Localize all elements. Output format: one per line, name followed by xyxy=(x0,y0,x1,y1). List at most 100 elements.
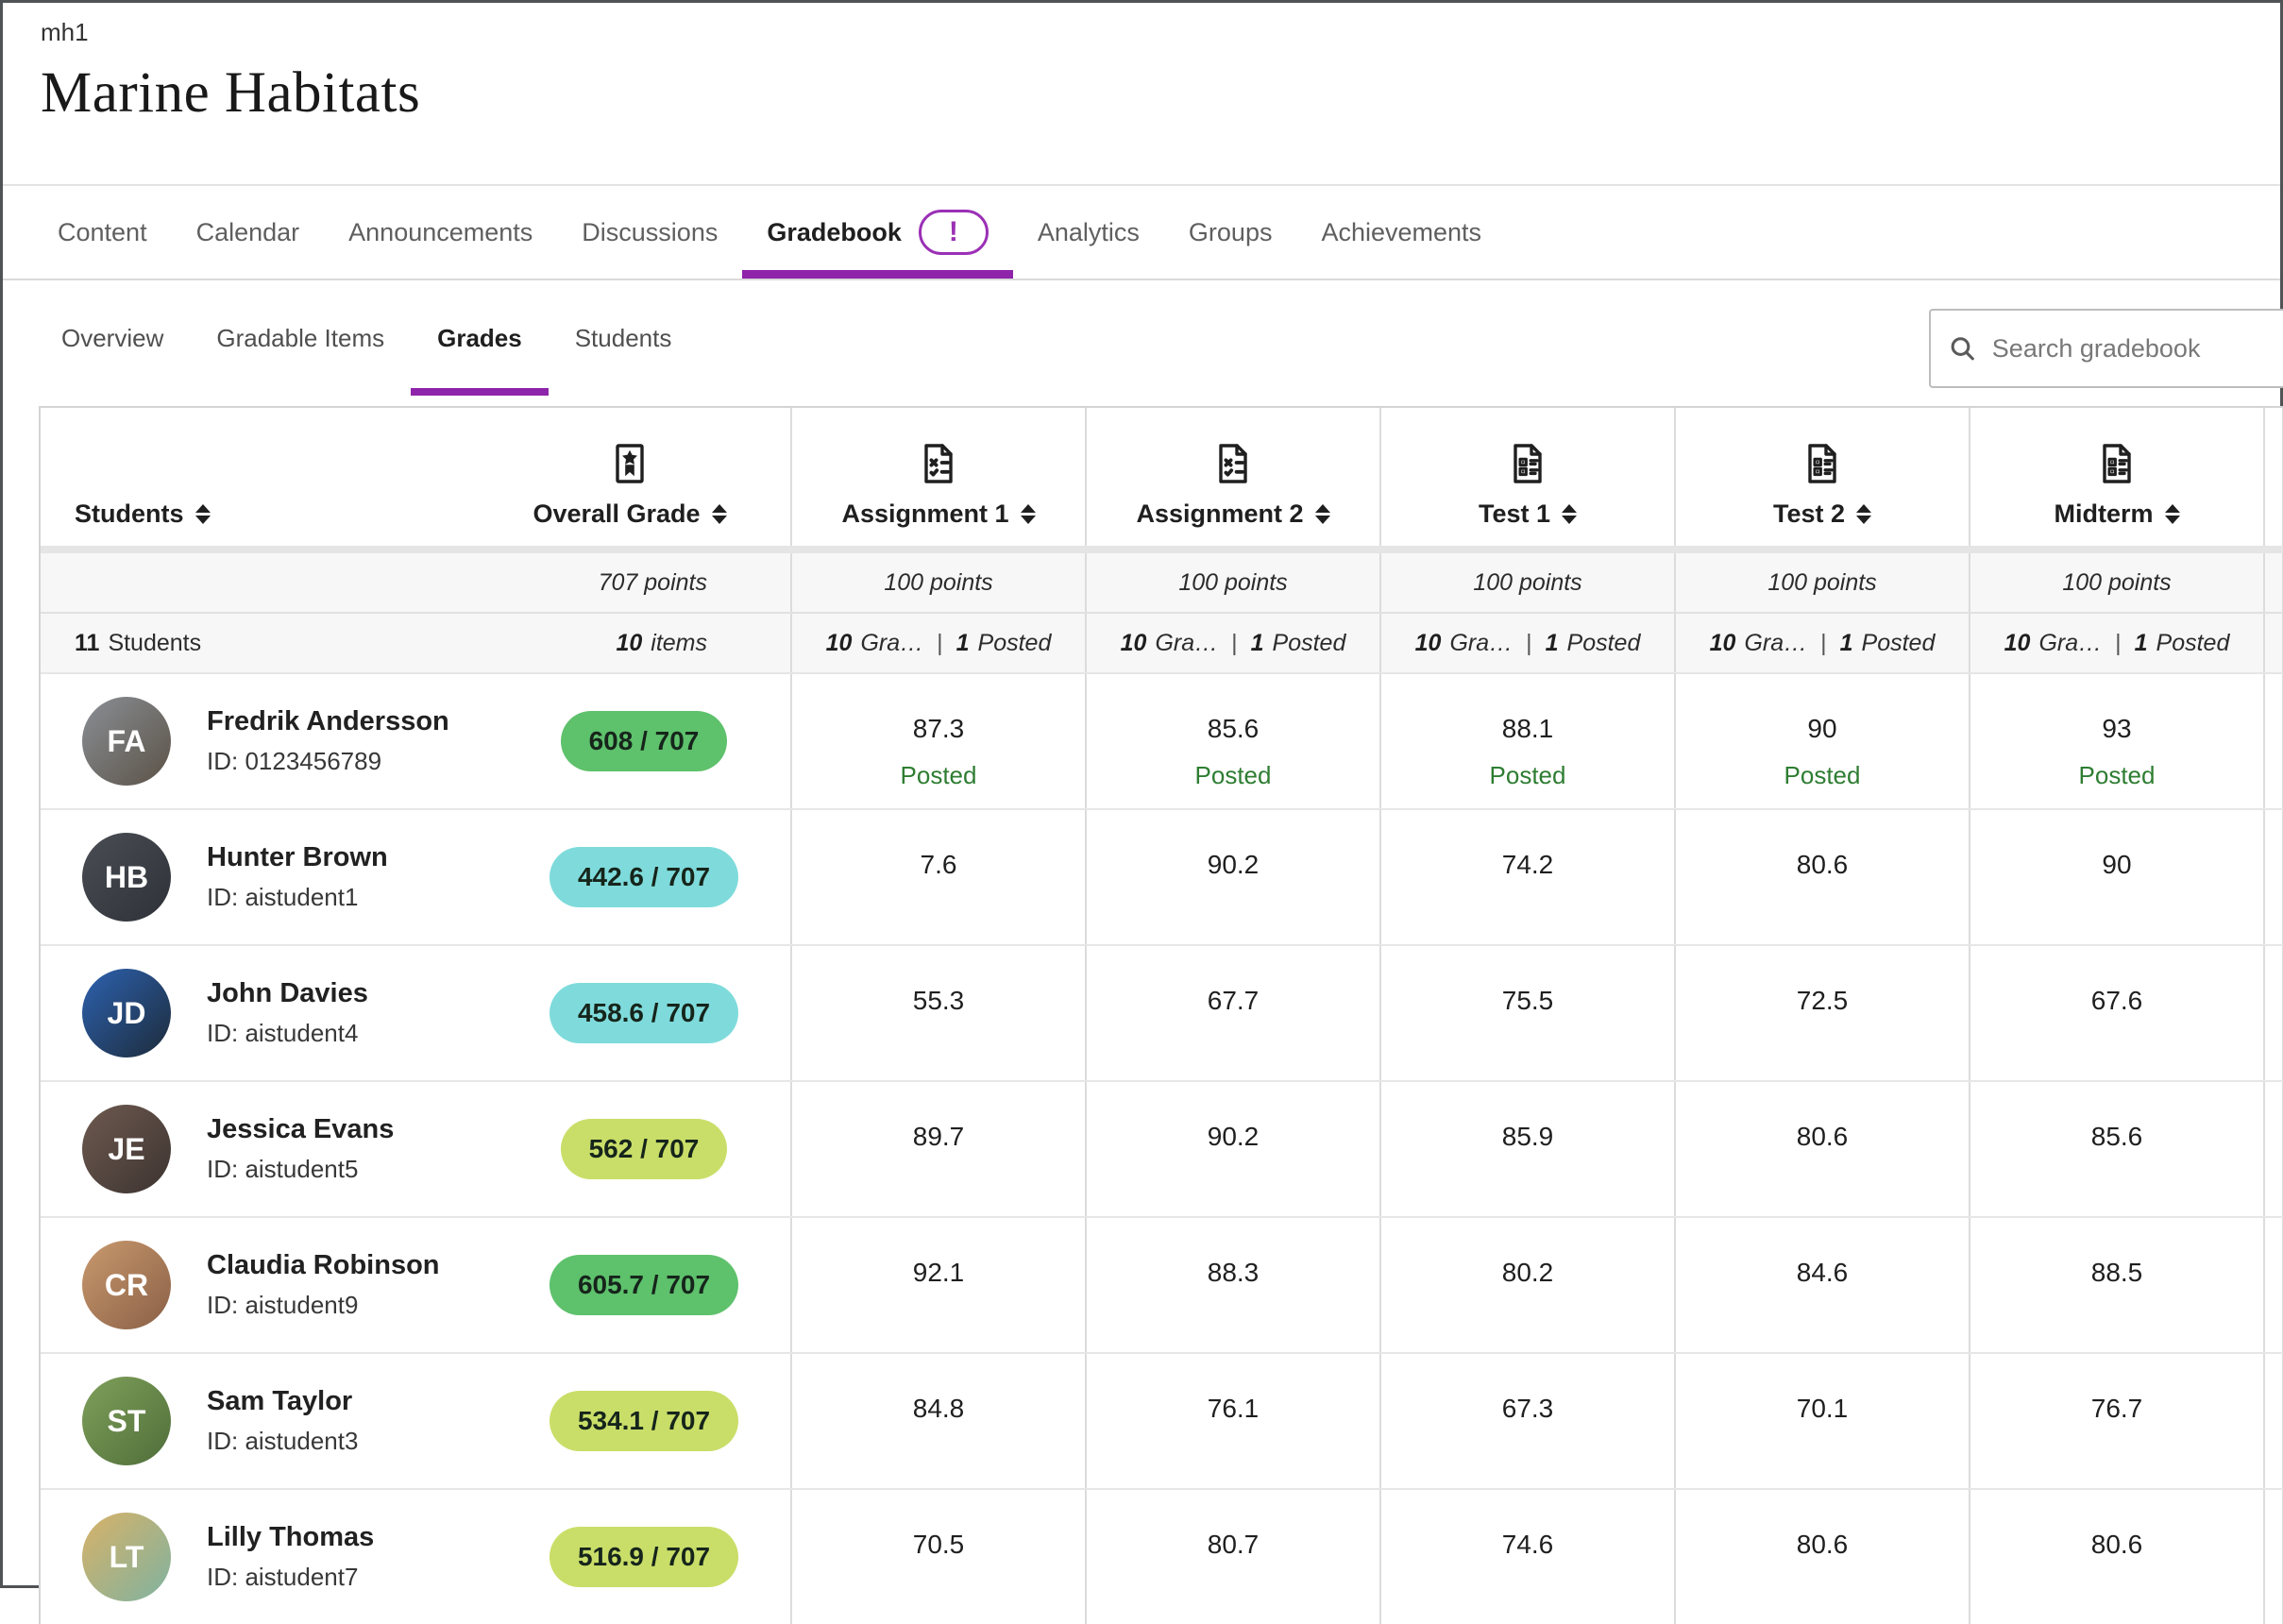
overall-grade-pill[interactable]: 562 / 707 xyxy=(560,1119,728,1179)
grade-cell[interactable]: 70.5 xyxy=(792,1490,1087,1624)
overall-header-label: Overall Grade xyxy=(533,499,701,528)
table-row: HB Hunter Brown ID: aistudent1 442.6 / 7… xyxy=(41,808,2283,944)
grade-cell[interactable]: 67.6 xyxy=(1970,946,2265,1080)
overall-grade-pill[interactable]: 605.7 / 707 xyxy=(549,1255,739,1315)
nav-item-label: Content xyxy=(58,217,147,246)
page-title: Marine Habitats xyxy=(41,61,421,125)
search-input[interactable] xyxy=(1989,332,2267,364)
student-name[interactable]: Hunter Brown xyxy=(207,842,388,872)
student-name[interactable]: Sam Taylor xyxy=(207,1386,353,1416)
grade-cell[interactable]: 84.8 xyxy=(792,1354,1087,1488)
column-summary: 10 Gra… | 1 Posted xyxy=(1970,614,2265,672)
grade-cell[interactable]: 75.5 xyxy=(1381,946,1676,1080)
grade-cell[interactable]: 84.6 xyxy=(1676,1218,1970,1352)
grade-cell[interactable]: 76.7 xyxy=(1970,1354,2265,1488)
avatar: CR xyxy=(82,1241,171,1329)
award-icon xyxy=(616,444,644,483)
grade-cell[interactable]: 67.7 xyxy=(1087,946,1381,1080)
column-label: Assignment 1 xyxy=(841,499,1009,528)
grade-cell[interactable]: 80.6 xyxy=(1676,810,1970,944)
column-summary: 10 Gra… | 1 Posted xyxy=(792,614,1087,672)
student-name[interactable]: John Davies xyxy=(207,978,368,1008)
grade-cell[interactable]: 67.3 xyxy=(1381,1354,1676,1488)
overall-grade-column-header[interactable]: Overall Grade xyxy=(488,441,771,529)
grade-cell[interactable]: 88.1 Posted xyxy=(1381,674,1676,808)
grade-cell[interactable]: 88.3 xyxy=(1087,1218,1381,1352)
table-header-row: Students Overall Grade xyxy=(41,408,2283,546)
grade-cell[interactable]: 90.2 xyxy=(1087,810,1381,944)
column-header-assignment-2[interactable]: Assignment 2 xyxy=(1087,408,1381,546)
nav-item-label: Achievements xyxy=(1321,217,1482,246)
student-name[interactable]: Claudia Robinson xyxy=(207,1250,440,1280)
nav-item-label: Announcements xyxy=(348,217,533,246)
column-header-assignment-1[interactable]: Assignment 1 xyxy=(792,408,1087,546)
overall-grade-pill[interactable]: 608 / 707 xyxy=(560,711,728,771)
gradebook-alert-badge: ! xyxy=(918,210,989,255)
nav-item-achievements[interactable]: Achievements xyxy=(1296,186,1506,279)
grade-cell[interactable]: 7.6 xyxy=(792,810,1087,944)
grade-cell[interactable]: 80.6 xyxy=(1676,1490,1970,1624)
grade-cell[interactable]: 89.7 xyxy=(792,1082,1087,1216)
grade-cell[interactable]: 80.6 xyxy=(1676,1082,1970,1216)
nav-item-label: Discussions xyxy=(582,217,719,246)
grade-cell[interactable]: 70.1 xyxy=(1676,1354,1970,1488)
student-name[interactable]: Lilly Thomas xyxy=(207,1522,375,1552)
students-count: 11 Students xyxy=(75,629,202,656)
overall-grade-pill[interactable]: 516.9 / 707 xyxy=(549,1527,739,1587)
gradebook-subnav: Overview Gradable Items Grades Students xyxy=(3,280,2283,396)
grade-cell[interactable]: 90.2 xyxy=(1087,1082,1381,1216)
column-header-test-1[interactable]: Test 1 xyxy=(1381,408,1676,546)
grade-cell[interactable]: 85.9 xyxy=(1381,1082,1676,1216)
nav-item-groups[interactable]: Groups xyxy=(1164,186,1297,279)
student-id: ID: aistudent5 xyxy=(207,1155,359,1183)
nav-item-announcements[interactable]: Announcements xyxy=(324,186,557,279)
overall-grade-pill[interactable]: 458.6 / 707 xyxy=(549,983,739,1043)
tab-label: Students xyxy=(574,323,672,352)
column-header-midterm[interactable]: Midterm xyxy=(1970,408,2265,546)
avatar: ST xyxy=(82,1377,171,1465)
nav-item-label: Calendar xyxy=(195,217,300,246)
nav-item-gradebook[interactable]: Gradebook ! xyxy=(742,186,1013,279)
grade-cell[interactable]: 88.5 xyxy=(1970,1218,2265,1352)
tab-students[interactable]: Students xyxy=(549,280,699,396)
nav-item-analytics[interactable]: Analytics xyxy=(1013,186,1164,279)
overall-grade-pill[interactable]: 442.6 / 707 xyxy=(549,847,739,907)
tab-label: Grades xyxy=(437,323,522,352)
grade-cell[interactable]: 55.3 xyxy=(792,946,1087,1080)
nav-item-label: Analytics xyxy=(1037,217,1140,246)
nav-item-discussions[interactable]: Discussions xyxy=(557,186,742,279)
grade-cell[interactable]: 76.1 xyxy=(1087,1354,1381,1488)
grade-cell[interactable]: 90 Posted xyxy=(1676,674,1970,808)
search-gradebook-box xyxy=(1929,309,2283,388)
table-row: JE Jessica Evans ID: aistudent5 562 / 70… xyxy=(41,1080,2283,1216)
grade-cell[interactable]: 93 Posted xyxy=(1970,674,2265,808)
grade-cell[interactable]: 74.2 xyxy=(1381,810,1676,944)
grade-cell[interactable]: 80.6 xyxy=(1970,1490,2265,1624)
grade-cell[interactable]: 92.1 xyxy=(792,1218,1087,1352)
student-name[interactable]: Fredrik Andersson xyxy=(207,706,449,736)
table-row: JD John Davies ID: aistudent4 458.6 / 70… xyxy=(41,944,2283,1080)
nav-item-content[interactable]: Content xyxy=(33,186,172,279)
overall-grade-pill[interactable]: 534.1 / 707 xyxy=(549,1391,739,1451)
tab-grades[interactable]: Grades xyxy=(411,280,549,396)
grade-cell[interactable]: 85.6 Posted xyxy=(1087,674,1381,808)
grade-cell[interactable]: 80.7 xyxy=(1087,1490,1381,1624)
grade-cell[interactable]: 80.2 xyxy=(1381,1218,1676,1352)
grade-cell[interactable]: 90 xyxy=(1970,810,2265,944)
sort-icon xyxy=(1562,504,1578,524)
student-name[interactable]: Jessica Evans xyxy=(207,1114,395,1144)
students-column-header[interactable]: Students xyxy=(75,499,211,529)
grade-cell[interactable]: 74.6 xyxy=(1381,1490,1676,1624)
next-column-sliver xyxy=(2265,408,2283,546)
column-header-test-2[interactable]: Test 2 xyxy=(1676,408,1970,546)
grade-cell[interactable]: 87.3 Posted xyxy=(792,674,1087,808)
posted-status: Posted xyxy=(900,761,977,789)
tab-gradable-items[interactable]: Gradable Items xyxy=(190,280,411,396)
table-row: FA Fredrik Andersson ID: 0123456789 608 … xyxy=(41,672,2283,808)
nav-item-label: Gradebook xyxy=(767,217,902,246)
nav-item-calendar[interactable]: Calendar xyxy=(172,186,325,279)
grade-cell[interactable]: 72.5 xyxy=(1676,946,1970,1080)
column-summary: 10 Gra… | 1 Posted xyxy=(1676,614,1970,672)
grade-cell[interactable]: 85.6 xyxy=(1970,1082,2265,1216)
tab-overview[interactable]: Overview xyxy=(35,280,190,396)
